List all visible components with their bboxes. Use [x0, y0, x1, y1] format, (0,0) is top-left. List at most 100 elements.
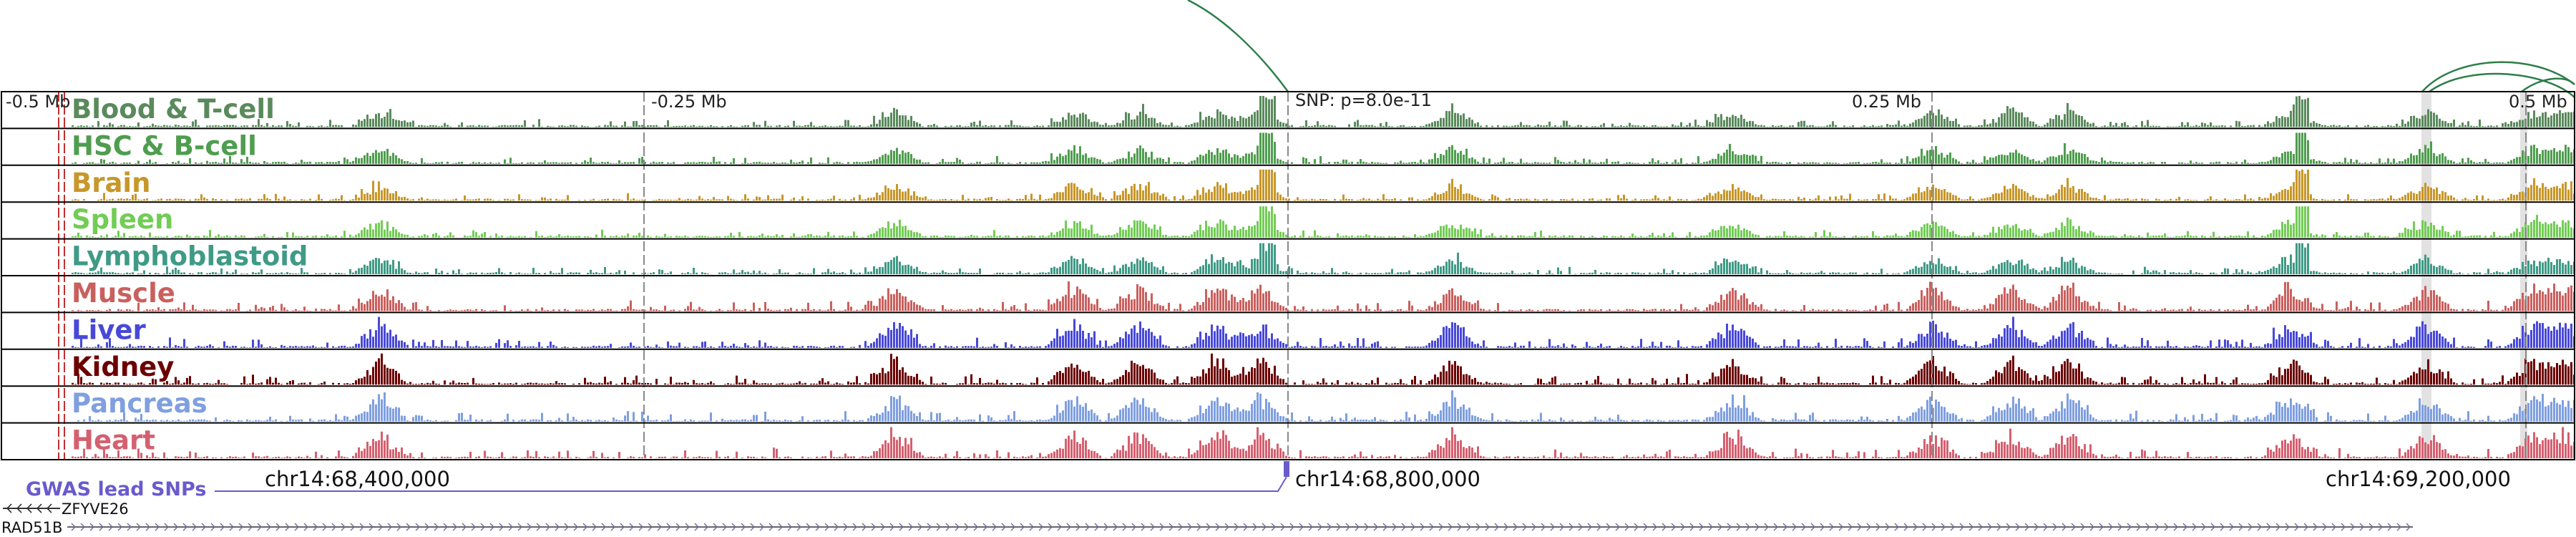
signal-bar [587, 273, 589, 274]
signal-bar [1440, 303, 1442, 311]
signal-bar [1554, 157, 1556, 164]
signal-bar [2247, 231, 2249, 238]
signal-bar [1855, 235, 1857, 238]
signal-bar [2499, 199, 2501, 201]
signal-bar [114, 347, 117, 348]
signal-bar [1757, 160, 1760, 164]
signal-bar [1405, 236, 1407, 238]
signal-bar [2135, 236, 2137, 238]
signal-bar [2547, 288, 2550, 311]
signal-bar [890, 112, 892, 127]
signal-bar [2078, 268, 2080, 274]
signal-bar [1059, 301, 1061, 311]
signal-bar [2310, 122, 2312, 127]
signal-bar [907, 152, 909, 164]
signal-bar [1185, 236, 1187, 238]
signal-bar [218, 163, 220, 164]
signal-bar [1319, 198, 1322, 201]
signal-bar [767, 346, 769, 348]
signal-bar [2447, 195, 2449, 201]
signal-bar [1483, 157, 1485, 164]
signal-bar [853, 197, 855, 201]
signal-bar [2539, 261, 2541, 274]
signal-bar [1314, 159, 1316, 164]
signal-bar [667, 120, 669, 127]
signal-bar [2273, 122, 2275, 127]
signal-bar [2247, 304, 2249, 311]
signal-bar [2224, 309, 2226, 311]
signal-bar [819, 347, 821, 348]
signal-bar [1334, 162, 1336, 164]
signal-bar [2046, 233, 2049, 238]
signal-bar [338, 199, 340, 201]
signal-bar [1337, 305, 1339, 311]
signal-bar [438, 347, 440, 348]
signal-bar [2235, 161, 2238, 164]
signal-bar [1646, 199, 1648, 201]
signal-bar [1818, 272, 1820, 274]
signal-bar [1823, 199, 1825, 201]
signal-bar [249, 309, 251, 311]
signal-bar [1803, 162, 1805, 164]
signal-bar [444, 346, 446, 348]
signal-bar [1903, 163, 1906, 164]
signal-bar [1151, 262, 1153, 274]
signal-bar [1159, 195, 1161, 201]
signal-bar [1494, 273, 1496, 274]
signal-bar [2001, 262, 2003, 274]
signal-bar [1963, 125, 1966, 127]
signal-bar [223, 158, 225, 164]
signal-bar [132, 126, 134, 127]
signal-bar [876, 231, 878, 238]
signal-bar [1640, 126, 1642, 127]
signal-bar [716, 236, 718, 238]
signal-bar [827, 157, 829, 164]
signal-bar [1840, 236, 1843, 238]
signal-bar [1457, 296, 1459, 311]
signal-bar [1065, 120, 1067, 127]
signal-bar [896, 256, 898, 274]
signal-bar [306, 272, 308, 274]
signal-bar [1274, 96, 1276, 127]
signal-bar [160, 309, 162, 311]
signal-bar [2404, 271, 2406, 274]
signal-bar [372, 291, 374, 311]
signal-bar [369, 329, 371, 348]
signal-bar [1792, 199, 1794, 201]
signal-bar [2413, 193, 2415, 201]
signal-bar [2187, 199, 2189, 201]
signal-bar [1863, 125, 1865, 127]
signal-bar [1503, 273, 1505, 274]
signal-bar [979, 307, 981, 311]
signal-bar [275, 193, 277, 201]
signal-bar [2424, 145, 2426, 164]
signal-bar [1062, 335, 1064, 348]
signal-bar [1772, 236, 1774, 238]
signal-bar [1128, 266, 1130, 274]
signal-bar [1236, 261, 1239, 274]
signal-bar [272, 306, 274, 311]
signal-bar [2373, 125, 2375, 127]
signal-bar [1477, 233, 1479, 238]
signal-bar [1365, 272, 1367, 274]
signal-bar [1231, 116, 1233, 127]
signal-bar [890, 260, 892, 274]
signal-bar [2356, 160, 2358, 164]
signal-bar [853, 125, 855, 127]
signal-bar [2393, 271, 2395, 274]
signal-bar [1056, 268, 1058, 274]
signal-bar [378, 296, 380, 311]
signal-bar [2072, 149, 2074, 164]
signal-bar [1042, 309, 1044, 311]
signal-bar [893, 294, 895, 311]
signal-bar [206, 125, 208, 127]
signal-bar [781, 235, 784, 238]
signal-bar [1139, 286, 1141, 311]
signal-bar [2250, 198, 2252, 201]
signal-bar [641, 157, 643, 164]
signal-bar [1777, 162, 1780, 164]
signal-bar [421, 125, 423, 127]
signal-bar [1085, 153, 1087, 164]
signal-bar [395, 303, 397, 311]
signal-bar [197, 236, 200, 238]
